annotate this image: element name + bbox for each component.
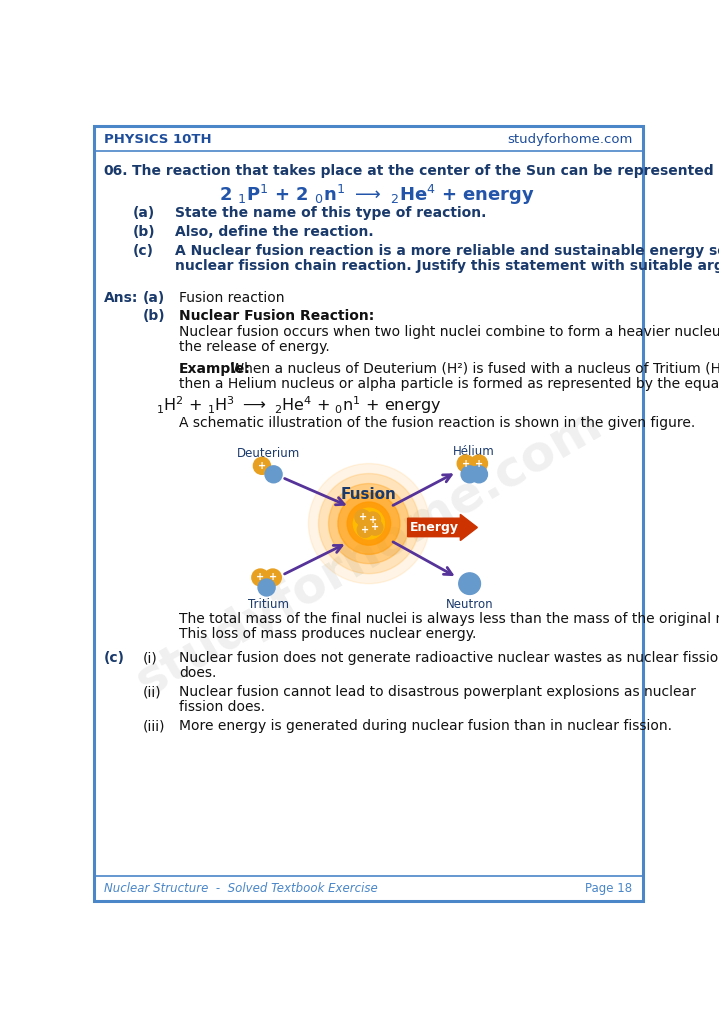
Text: Also, define the reaction.: Also, define the reaction. xyxy=(175,225,374,239)
Text: $_{1}$H$^{2}$ + $_{1}$H$^{3}$ $\longrightarrow$ $_{2}$He$^{4}$ + $_{0}$n$^{1}$ +: $_{1}$H$^{2}$ + $_{1}$H$^{3}$ $\longrigh… xyxy=(156,395,442,416)
Text: studyforhome.com: studyforhome.com xyxy=(127,400,610,707)
Circle shape xyxy=(367,520,383,535)
Text: (a): (a) xyxy=(132,206,155,220)
Text: Example:: Example: xyxy=(179,361,251,375)
Text: When a nucleus of Deuterium (H²) is fused with a nucleus of Tritium (H³),: When a nucleus of Deuterium (H²) is fuse… xyxy=(226,361,719,375)
Circle shape xyxy=(470,455,487,472)
Text: More energy is generated during nuclear fusion than in nuclear fission.: More energy is generated during nuclear … xyxy=(179,719,672,733)
Text: fission does.: fission does. xyxy=(179,701,265,714)
Text: (c): (c) xyxy=(104,652,125,665)
Text: (b): (b) xyxy=(142,309,165,322)
Circle shape xyxy=(329,483,409,563)
Text: The reaction that takes place at the center of the Sun can be represented as: The reaction that takes place at the cen… xyxy=(132,164,719,178)
Text: Nuclear fusion cannot lead to disastrous powerplant explosions as nuclear: Nuclear fusion cannot lead to disastrous… xyxy=(179,685,696,700)
Text: +: + xyxy=(359,513,367,523)
Text: A schematic illustration of the fusion reaction is shown in the given figure.: A schematic illustration of the fusion r… xyxy=(179,416,695,430)
Text: +: + xyxy=(269,573,277,583)
Text: Fusion: Fusion xyxy=(341,487,397,501)
Circle shape xyxy=(457,455,475,472)
Circle shape xyxy=(353,508,385,539)
Text: does.: does. xyxy=(179,666,216,680)
Text: Page 18: Page 18 xyxy=(585,882,633,895)
Text: Energy: Energy xyxy=(411,521,459,534)
Circle shape xyxy=(308,464,429,584)
Text: Nuclear fusion does not generate radioactive nuclear wastes as nuclear fission: Nuclear fusion does not generate radioac… xyxy=(179,652,719,665)
Text: (b): (b) xyxy=(132,225,155,239)
Text: Deuterium: Deuterium xyxy=(237,446,300,460)
Text: The total mass of the final nuclei is always less than the mass of the original : The total mass of the final nuclei is al… xyxy=(179,612,719,626)
Circle shape xyxy=(470,466,487,483)
Text: Tritium: Tritium xyxy=(247,598,288,611)
Text: (c): (c) xyxy=(132,244,153,257)
Text: (iii): (iii) xyxy=(142,719,165,733)
Circle shape xyxy=(253,458,270,474)
Circle shape xyxy=(338,493,400,554)
Text: +: + xyxy=(361,525,369,535)
Circle shape xyxy=(258,579,275,596)
Circle shape xyxy=(265,466,282,483)
Text: +: + xyxy=(371,523,379,533)
Text: Fusion reaction: Fusion reaction xyxy=(179,291,285,305)
Text: This loss of mass produces nuclear energy.: This loss of mass produces nuclear energ… xyxy=(179,627,477,641)
Text: +: + xyxy=(258,461,266,471)
Text: Nuclear Structure  -  Solved Textbook Exercise: Nuclear Structure - Solved Textbook Exer… xyxy=(104,882,377,895)
Text: +: + xyxy=(256,573,265,583)
Text: Ans:: Ans: xyxy=(104,291,138,305)
Text: 06.: 06. xyxy=(104,164,128,178)
Text: nuclear fission chain reaction. Justify this statement with suitable arguments.: nuclear fission chain reaction. Justify … xyxy=(175,258,719,273)
Text: (a): (a) xyxy=(142,291,165,305)
Text: A Nuclear fusion reaction is a more reliable and sustainable energy source than : A Nuclear fusion reaction is a more reli… xyxy=(175,244,719,257)
Text: (ii): (ii) xyxy=(142,685,161,700)
Text: Hélium: Hélium xyxy=(453,445,495,458)
Circle shape xyxy=(319,474,419,574)
Text: studyforhome.com: studyforhome.com xyxy=(507,133,633,146)
FancyBboxPatch shape xyxy=(93,126,644,901)
Text: (i): (i) xyxy=(142,652,157,665)
Text: State the name of this type of reaction.: State the name of this type of reaction. xyxy=(175,206,487,220)
Circle shape xyxy=(355,510,370,525)
Circle shape xyxy=(461,466,478,483)
Text: +: + xyxy=(369,515,377,525)
Circle shape xyxy=(347,502,390,545)
Circle shape xyxy=(252,570,269,586)
Text: Nuclear Fusion Reaction:: Nuclear Fusion Reaction: xyxy=(179,309,375,322)
Circle shape xyxy=(459,573,480,594)
Text: +: + xyxy=(462,459,470,469)
Text: the release of energy.: the release of energy. xyxy=(179,341,330,354)
Circle shape xyxy=(365,512,380,528)
FancyArrow shape xyxy=(408,515,477,540)
Text: Nuclear fusion occurs when two light nuclei combine to form a heavier nucleus wi: Nuclear fusion occurs when two light nuc… xyxy=(179,325,719,340)
Circle shape xyxy=(362,517,376,531)
Text: Neutron: Neutron xyxy=(446,598,493,610)
Text: 2 $_{1}$P$^{1}$ + 2 $_{0}$n$^{1}$ $\longrightarrow$ $_{2}$He$^{4}$ + energy: 2 $_{1}$P$^{1}$ + 2 $_{0}$n$^{1}$ $\long… xyxy=(219,183,535,207)
Text: PHYSICS 10TH: PHYSICS 10TH xyxy=(104,133,211,146)
Circle shape xyxy=(357,522,372,537)
Text: then a Helium nucleus or alpha particle is formed as represented by the equation: then a Helium nucleus or alpha particle … xyxy=(179,376,719,391)
Circle shape xyxy=(265,570,281,586)
Text: +: + xyxy=(475,459,483,469)
